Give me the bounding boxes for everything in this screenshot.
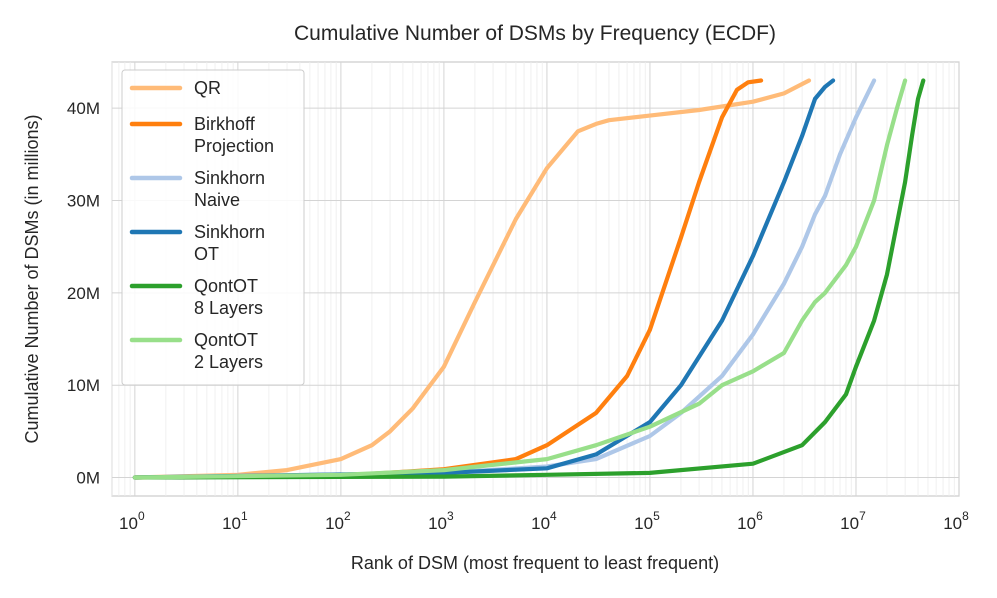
x-tick-label: 108	[943, 509, 969, 533]
x-tick-label: 106	[737, 509, 763, 533]
series-line-4	[132, 78, 926, 480]
x-tick-label: 100	[119, 509, 145, 533]
legend-entry-label: Sinkhorn OT	[194, 222, 265, 264]
x-axis-label: Rank of DSM (most frequent to least freq…	[351, 553, 719, 573]
chart-title: Cumulative Number of DSMs by Frequency (…	[294, 22, 776, 45]
series-line-3	[132, 78, 836, 480]
legend-box	[121, 69, 305, 386]
legend-entry-label: QR	[194, 78, 221, 98]
x-tick-label: 107	[840, 509, 866, 533]
y-tick-label: 0M	[76, 469, 100, 488]
legend-entry-label: QontOT 2 Layers	[194, 330, 263, 372]
legend-entry-label: Sinkhorn Naive	[194, 168, 265, 210]
x-tick-label: 105	[634, 509, 660, 533]
y-tick-label: 40M	[67, 99, 100, 118]
x-tick-labels: 100 101 102 103 104 105 106 107 108	[119, 509, 969, 533]
y-axis-label: Cumulative Number of DSMs (in millions)	[22, 114, 42, 443]
y-tick-label: 20M	[67, 284, 100, 303]
x-tick-label: 104	[531, 509, 557, 533]
series-line-5	[132, 78, 908, 480]
legend-entry-label: QontOT 8 Layers	[194, 276, 263, 318]
y-tick-label: 30M	[67, 192, 100, 211]
x-tick-label: 101	[222, 509, 248, 533]
legend: QR Birkhoff Projection Sinkhorn Naive Sinkhor…	[121, 69, 305, 386]
legend-entry-label: Birkhoff Projection	[194, 114, 274, 156]
y-tick-label: 10M	[67, 376, 100, 395]
y-tick-labels: 0M 10M 20M 30M 40M	[67, 99, 100, 487]
x-tick-label: 103	[428, 509, 454, 533]
series-line-0	[132, 78, 812, 480]
x-tick-label: 102	[325, 509, 351, 533]
series-lines	[132, 78, 926, 480]
